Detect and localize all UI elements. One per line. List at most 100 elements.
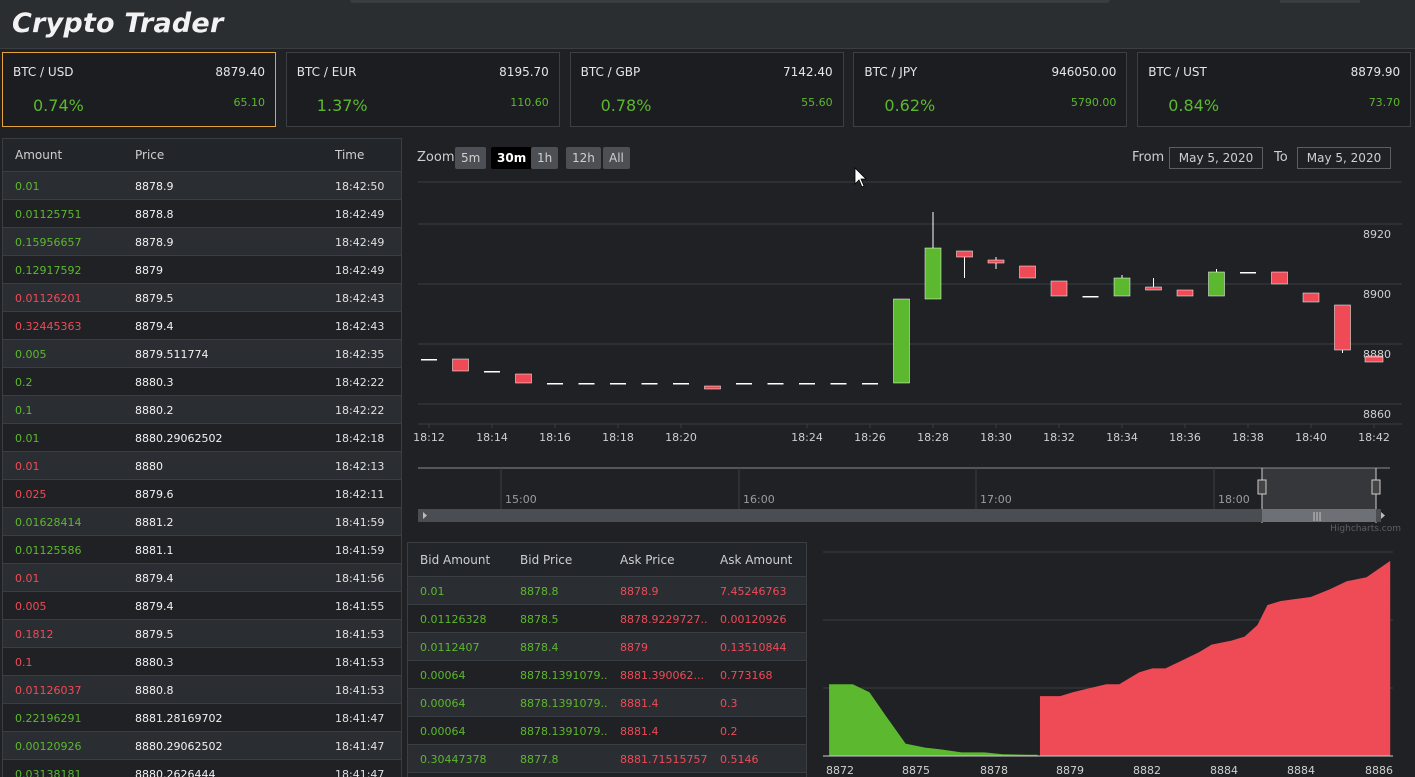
trade-row[interactable]: 0.01125586 8881.1 18:41:59 <box>3 536 401 564</box>
candle-body[interactable] <box>893 298 910 384</box>
trade-row[interactable]: 0.2 8880.3 18:42:22 <box>3 368 401 396</box>
candle-body[interactable] <box>547 383 563 385</box>
candle-body[interactable] <box>673 383 689 385</box>
ticker-card[interactable]: BTC / USD 8879.40 0.74% 65.10 <box>2 52 276 127</box>
order-book-row[interactable]: 0.01 8878.8 8878.9 7.45246763 <box>408 577 806 605</box>
candle-body[interactable] <box>1145 286 1162 291</box>
order-book-row[interactable]: 0.00064 8878.1391079... 8881.4 0.3 <box>408 689 806 717</box>
highcharts-credit[interactable]: Highcharts.com <box>1330 524 1401 534</box>
candle-body[interactable] <box>578 383 595 385</box>
candle-body[interactable] <box>924 247 942 300</box>
col-ask-amount-header[interactable]: Ask Amount <box>720 553 793 567</box>
candle-body[interactable] <box>736 383 752 385</box>
candle-body[interactable] <box>421 359 437 361</box>
candle-body[interactable] <box>641 383 658 385</box>
candle-body[interactable] <box>862 383 878 385</box>
order-book-row[interactable]: 0.30447378 8877.8 8881.715157579 0.5146 <box>408 745 806 773</box>
candle-body[interactable] <box>987 259 1005 264</box>
scroll-left-arrow-icon[interactable] <box>423 512 427 519</box>
ticker-card[interactable]: BTC / JPY 946050.00 0.62% 5790.00 <box>853 52 1128 127</box>
to-date-input[interactable]: May 5, 2020 <box>1297 147 1391 169</box>
candle-body[interactable] <box>1302 292 1320 303</box>
zoom-button-12h[interactable]: 12h <box>566 147 601 169</box>
depth-chart[interactable]: 8872 8875 8878 8879 8882 8884 8884 8886 <box>815 545 1413 777</box>
col-time-header[interactable]: Time <box>335 148 365 162</box>
candle-body[interactable] <box>767 383 784 385</box>
candle-body[interactable] <box>1334 304 1351 351</box>
depth-x-tick-label: 8878 <box>980 764 1008 777</box>
candle-body[interactable] <box>956 250 973 258</box>
trade-row[interactable]: 0.01 8880 18:42:13 <box>3 452 401 480</box>
trade-row[interactable]: 0.025 8879.6 18:42:11 <box>3 480 401 508</box>
chart-scrollbar-thumb[interactable] <box>1262 509 1376 522</box>
trade-row[interactable]: 0.22196291 8881.28169702 18:41:47 <box>3 704 401 732</box>
scroll-right-arrow-icon[interactable] <box>1381 512 1385 519</box>
navigator-tick-label: 18:00 <box>1218 493 1250 506</box>
zoom-button-All[interactable]: All <box>603 147 630 169</box>
chart-scrollbar-track[interactable] <box>418 509 1381 522</box>
zoom-button-1h[interactable]: 1h <box>531 147 559 169</box>
trade-row[interactable]: 0.01 8880.29062502 18:42:18 <box>3 424 401 452</box>
candle-body[interactable] <box>1240 272 1256 274</box>
trade-row[interactable]: 0.01125751 8878.8 18:42:49 <box>3 200 401 228</box>
trade-row[interactable]: 0.03138181 8880.2626444 18:41:47 <box>3 760 401 777</box>
candle-body[interactable] <box>1208 271 1225 297</box>
trade-row[interactable]: 0.01 8878.9 18:42:50 <box>3 172 401 200</box>
trade-row[interactable]: 0.32445363 8879.4 18:42:43 <box>3 312 401 340</box>
depth-asks-area[interactable] <box>1039 560 1391 757</box>
order-book-rows: 0.01 8878.8 8878.9 7.45246763 0.01126328 8878… <box>408 577 806 773</box>
ticker-card[interactable]: BTC / GBP 7142.40 0.78% 55.60 <box>569 52 844 127</box>
candle-body[interactable] <box>1113 277 1131 297</box>
x-tick-label: 18:14 <box>476 431 508 444</box>
depth-bids-area[interactable] <box>829 684 1038 757</box>
candle-body[interactable] <box>515 373 532 384</box>
order-book-row[interactable]: 0.00064 8878.1391079... 8881.4 0.2 <box>408 717 806 745</box>
candle-body[interactable] <box>1176 289 1194 297</box>
ticker-card[interactable]: BTC / UST 8879.90 0.84% 73.70 <box>1137 52 1412 127</box>
trade-row[interactable]: 0.01628414 8881.2 18:41:59 <box>3 508 401 536</box>
trade-row[interactable]: 0.005 8879.4 18:41:55 <box>3 592 401 620</box>
col-bid-price-header[interactable]: Bid Price <box>520 553 573 567</box>
candle-body[interactable] <box>1271 271 1288 285</box>
trade-row[interactable]: 0.1 8880.3 18:41:53 <box>3 648 401 676</box>
trade-row[interactable]: 0.01 8879.4 18:41:56 <box>3 564 401 592</box>
col-price-header[interactable]: Price <box>135 148 165 162</box>
col-ask-price-header[interactable]: Ask Price <box>620 553 675 567</box>
bid-amount: 0.00064 <box>420 697 466 710</box>
candle-body[interactable] <box>484 371 500 373</box>
navigator-right-handle[interactable] <box>1371 479 1381 495</box>
candle-body[interactable] <box>704 385 721 390</box>
candle-body[interactable] <box>1050 280 1068 297</box>
zoom-button-5m[interactable]: 5m <box>455 147 487 169</box>
navigator-left-handle[interactable] <box>1257 479 1267 495</box>
navigator-selected-range[interactable] <box>1262 468 1376 511</box>
zoom-button-30m[interactable]: 30m <box>491 147 533 169</box>
trade-row[interactable]: 0.15956657 8878.9 18:42:49 <box>3 228 401 256</box>
candle-body[interactable] <box>799 383 815 385</box>
order-book-row[interactable]: 0.01126328 8878.5 8878.9229727... 0.0012092… <box>408 605 806 633</box>
trade-row[interactable]: 0.005 8879.511774 18:42:35 <box>3 340 401 368</box>
col-bid-amount-header[interactable]: Bid Amount <box>420 553 491 567</box>
candle-body[interactable] <box>452 358 469 372</box>
ticker-card[interactable]: BTC / EUR 8195.70 1.37% 110.60 <box>285 52 560 127</box>
trade-row[interactable]: 0.1 8880.2 18:42:22 <box>3 396 401 424</box>
trade-row[interactable]: 0.01126201 8879.5 18:42:43 <box>3 284 401 312</box>
from-date-input[interactable]: May 5, 2020 <box>1169 147 1263 169</box>
candle-body[interactable] <box>1082 296 1099 298</box>
trade-time: 18:42:43 <box>335 292 385 305</box>
candle-body[interactable] <box>830 383 847 385</box>
candle-body[interactable] <box>610 383 626 385</box>
order-book-row[interactable]: 0.00064 8878.1391079... 8881.390062... 0.77… <box>408 661 806 689</box>
depth-x-tick-label: 8879 <box>1056 764 1084 777</box>
candle-body[interactable] <box>1019 265 1036 279</box>
trade-row[interactable]: 0.12917592 8879 18:42:49 <box>3 256 401 284</box>
order-book-row[interactable]: 0.0112407 8878.4 8879 0.13510844 <box>408 633 806 661</box>
col-amount-header[interactable]: Amount <box>15 148 63 162</box>
ticker-change: 65.10 <box>233 96 266 109</box>
trade-row[interactable]: 0.00120926 8880.29062502 18:41:47 <box>3 732 401 760</box>
ticker-pair: BTC / EUR <box>296 65 357 79</box>
trade-row[interactable]: 0.01126037 8880.8 18:41:53 <box>3 676 401 704</box>
trade-row[interactable]: 0.1812 8879.5 18:41:53 <box>3 620 401 648</box>
bid-price: 8878.1391079... <box>520 725 608 738</box>
